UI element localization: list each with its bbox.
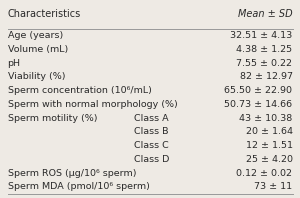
- Text: 43 ± 10.38: 43 ± 10.38: [239, 113, 292, 123]
- Text: Mean ± SD: Mean ± SD: [238, 9, 292, 19]
- Text: Class D: Class D: [134, 155, 169, 164]
- Text: 20 ± 1.64: 20 ± 1.64: [245, 127, 292, 136]
- Text: pH: pH: [8, 59, 20, 68]
- Text: Volume (mL): Volume (mL): [8, 45, 68, 54]
- Text: Class C: Class C: [134, 141, 168, 150]
- Text: Sperm concentration (10⁶/mL): Sperm concentration (10⁶/mL): [8, 86, 152, 95]
- Text: Class B: Class B: [134, 127, 168, 136]
- Text: 12 ± 1.51: 12 ± 1.51: [245, 141, 292, 150]
- Text: 32.51 ± 4.13: 32.51 ± 4.13: [230, 31, 292, 40]
- Text: 65.50 ± 22.90: 65.50 ± 22.90: [224, 86, 292, 95]
- Text: 25 ± 4.20: 25 ± 4.20: [245, 155, 292, 164]
- Text: Sperm motility (%): Sperm motility (%): [8, 113, 97, 123]
- Text: 50.73 ± 14.66: 50.73 ± 14.66: [224, 100, 292, 109]
- Text: Characteristics: Characteristics: [8, 9, 81, 19]
- Text: 7.55 ± 0.22: 7.55 ± 0.22: [236, 59, 292, 68]
- Text: Class A: Class A: [134, 113, 168, 123]
- Text: Sperm with normal morphology (%): Sperm with normal morphology (%): [8, 100, 177, 109]
- Text: Age (years): Age (years): [8, 31, 63, 40]
- Text: 82 ± 12.97: 82 ± 12.97: [239, 72, 292, 81]
- Text: Viability (%): Viability (%): [8, 72, 65, 81]
- Text: 4.38 ± 1.25: 4.38 ± 1.25: [236, 45, 292, 54]
- Text: 73 ± 11: 73 ± 11: [254, 182, 292, 191]
- Text: Sperm MDA (pmol/10⁶ sperm): Sperm MDA (pmol/10⁶ sperm): [8, 182, 149, 191]
- Text: Sperm ROS (µg/10⁶ sperm): Sperm ROS (µg/10⁶ sperm): [8, 168, 136, 178]
- Text: 0.12 ± 0.02: 0.12 ± 0.02: [236, 168, 292, 178]
